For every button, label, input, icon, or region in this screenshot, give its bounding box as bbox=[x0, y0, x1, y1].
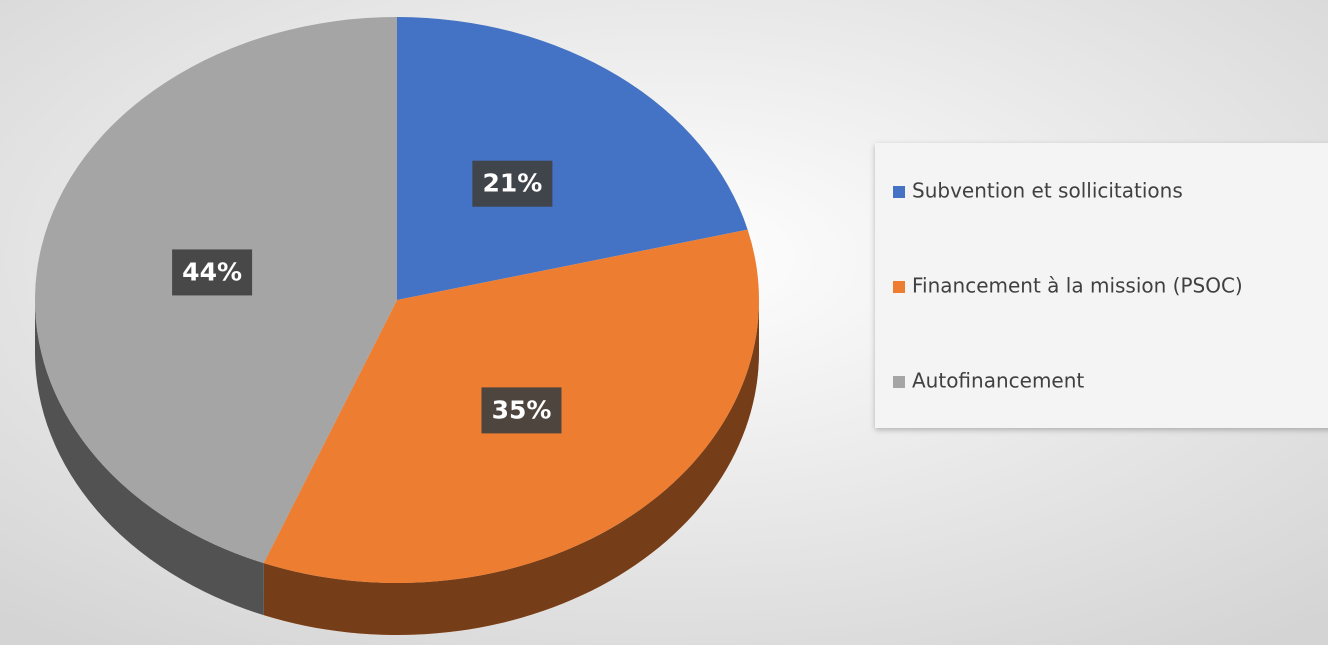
legend-label: Autofinancement bbox=[912, 369, 1084, 393]
data-label-box bbox=[481, 387, 562, 434]
legend-label: Subvention et sollicitations bbox=[912, 179, 1183, 203]
data-label: 35% bbox=[492, 395, 552, 424]
side-shade bbox=[35, 300, 264, 616]
legend-label: Financement à la mission (PSOC) bbox=[912, 274, 1243, 298]
slice bbox=[397, 17, 748, 300]
side-shade bbox=[263, 300, 760, 636]
legend-swatch bbox=[893, 376, 905, 388]
data-label: 44% bbox=[182, 257, 242, 286]
legend-box bbox=[875, 143, 1328, 428]
data-label-box bbox=[172, 249, 253, 296]
legend-swatch bbox=[893, 186, 905, 198]
data-label: 21% bbox=[482, 169, 542, 198]
data-label-box bbox=[472, 160, 553, 207]
legend-swatch bbox=[893, 281, 905, 293]
